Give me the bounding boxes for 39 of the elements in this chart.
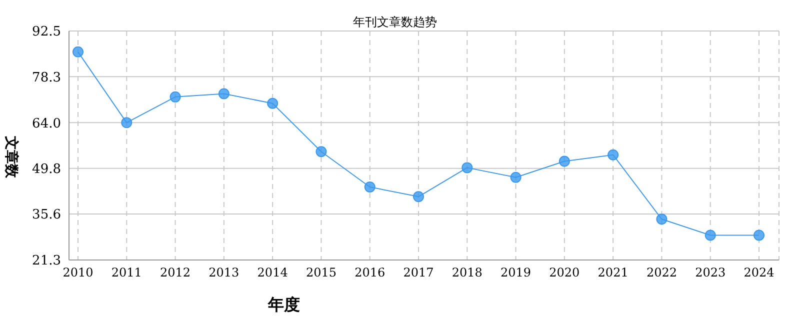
point: [608, 149, 619, 160]
x-tick-label: 2016: [354, 266, 386, 280]
x-axis-title: 年度: [268, 295, 300, 316]
x-tick-label: 2023: [695, 266, 726, 280]
y-tick-label: 21.3: [32, 254, 61, 269]
y-tick-label: 92.5: [32, 24, 61, 40]
x-tick-label: 2010: [62, 266, 94, 280]
point: [413, 191, 424, 202]
point: [754, 230, 764, 241]
point: [704, 230, 716, 241]
y-axis-title: 文章数: [2, 136, 20, 178]
point: [510, 172, 522, 183]
point: [170, 91, 181, 102]
point: [462, 162, 473, 174]
x-tick-label: 2018: [452, 266, 482, 280]
point: [364, 181, 376, 192]
y-tick-label: 64.0: [32, 116, 61, 132]
x-tick-label: 2015: [306, 266, 336, 280]
point: [558, 156, 570, 167]
x-tick-label: 2013: [208, 266, 240, 280]
point: [72, 46, 84, 58]
point: [218, 88, 230, 100]
y-tick-label: 49.8: [32, 162, 61, 177]
x-tick-label: 2017: [403, 266, 434, 280]
y-tick-label: 78.3: [32, 70, 61, 86]
x-tick-label: 2019: [500, 266, 532, 280]
x-tick-label: 2012: [160, 266, 191, 280]
x-tick-label: 2011: [111, 266, 142, 280]
x-tick-label: 2021: [598, 266, 628, 280]
x-tick-label: 2022: [646, 266, 677, 280]
y-tick-label: 35.6: [32, 208, 61, 223]
x-tick-label: 2014: [257, 266, 288, 280]
point: [316, 146, 327, 158]
point: [121, 117, 132, 128]
x-tick-label: 2024: [744, 266, 775, 280]
point: [267, 98, 278, 109]
point: [656, 214, 668, 225]
x-tick-label: 2020: [549, 266, 580, 280]
chart-title: 年刊文章数趋势: [353, 15, 437, 29]
